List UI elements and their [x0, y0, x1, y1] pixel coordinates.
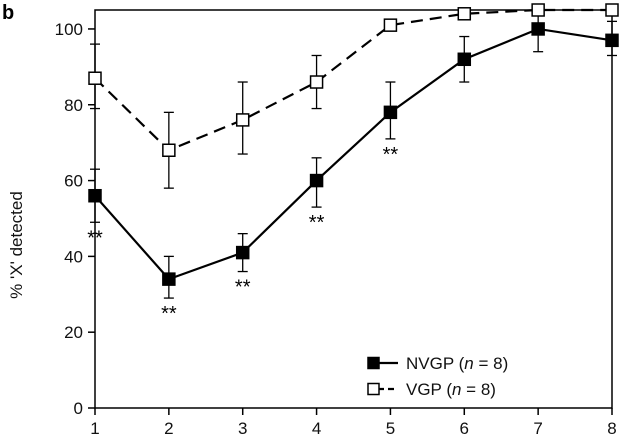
nvgp-point-4 — [309, 173, 324, 188]
legend-marker-vgp — [367, 382, 380, 396]
nvgp-point-5 — [383, 105, 398, 120]
nvgp-point-6 — [457, 52, 472, 67]
nvgp-point-8 — [605, 33, 619, 48]
nvgp-significance-2: ** — [161, 303, 177, 325]
y-tick-label-20: 20 — [64, 323, 83, 342]
y-tick-label-0: 0 — [74, 399, 83, 418]
x-tick-label-4: 4 — [312, 419, 321, 437]
y-tick-label-80: 80 — [64, 96, 83, 115]
vgp-point-1 — [88, 71, 102, 85]
x-tick-label-7: 7 — [533, 419, 542, 437]
nvgp-point-2 — [162, 272, 176, 286]
nvgp-significance-3: ** — [235, 277, 251, 299]
nvgp-point-1 — [88, 188, 102, 203]
vgp-point-6 — [457, 7, 472, 21]
nvgp-series-line — [94, 27, 613, 281]
nvgp-point-3 — [235, 245, 250, 260]
vgp-point-7 — [531, 3, 545, 17]
legend-marker-nvgp — [367, 356, 380, 370]
nvgp-significance-5: ** — [383, 144, 399, 166]
nvgp-significance-1: ** — [87, 227, 103, 249]
x-tick-label-6: 6 — [460, 419, 469, 437]
x-tick-label-3: 3 — [238, 419, 247, 437]
y-tick-label-60: 60 — [64, 172, 83, 191]
vgp-point-5 — [383, 18, 398, 32]
panel-label: b — [2, 2, 14, 24]
vgp-point-4 — [309, 75, 324, 89]
y-tick-label-100: 100 — [55, 20, 83, 39]
nvgp-point-7 — [531, 22, 545, 36]
x-tick-label-2: 2 — [164, 419, 173, 437]
legend: NVGP (n = 8) VGP (n = 8) — [367, 354, 508, 399]
plot-frame — [94, 9, 613, 409]
y-tick-label-40: 40 — [64, 247, 83, 266]
vgp-point-3 — [235, 113, 250, 127]
vgp-point-8 — [605, 3, 619, 17]
vgp-series-line — [94, 8, 612, 152]
x-tick-label-5: 5 — [386, 419, 395, 437]
x-tick-label-1: 1 — [90, 419, 99, 437]
nvgp-significance-4: ** — [309, 212, 325, 234]
y-axis-title: % 'X' detected — [7, 191, 26, 299]
plot-area: 0 20 40 60 80 100 1 2 3 4 5 6 7 8 ** ** ** ** ** — [55, 3, 619, 437]
vgp-point-2 — [162, 143, 176, 157]
legend-label-nvgp: NVGP (n = 8) — [406, 354, 508, 373]
x-tick-label-8: 8 — [607, 419, 616, 437]
legend-label-vgp: VGP (n = 8) — [406, 380, 496, 399]
